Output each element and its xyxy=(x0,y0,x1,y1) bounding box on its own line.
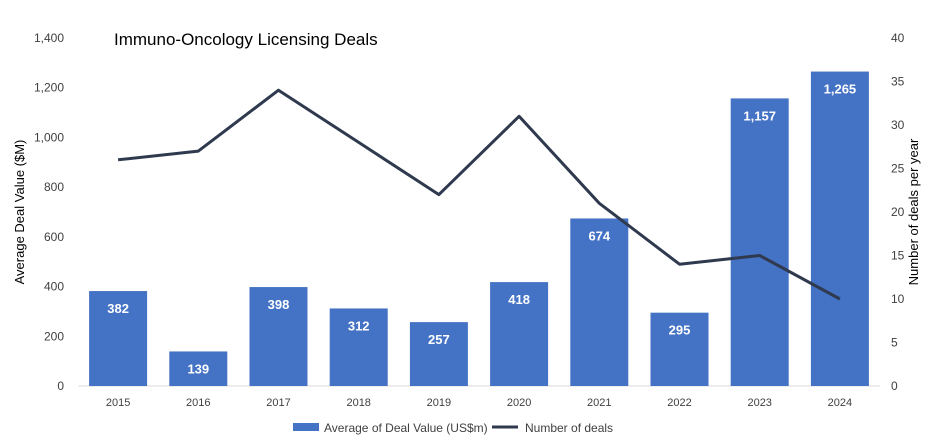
bar-value-label: 674 xyxy=(588,228,610,243)
x-axis-tick-label: 2015 xyxy=(106,397,130,409)
legend-bar-swatch xyxy=(293,423,319,431)
left-axis-tick-label: 1,200 xyxy=(34,81,64,95)
bar-value-label: 257 xyxy=(428,332,450,347)
bar-2022 xyxy=(650,312,709,386)
legend-bar-label: Average of Deal Value (US$m) xyxy=(324,421,488,435)
bar-value-label: 398 xyxy=(268,297,290,312)
bar-2015 xyxy=(89,291,148,386)
x-axis-tick-label: 2020 xyxy=(507,397,531,409)
right-axis-tick-label: 35 xyxy=(891,75,905,89)
chart-title: Immuno-Oncology Licensing Deals xyxy=(114,30,378,49)
left-axis-tick-label: 800 xyxy=(44,180,64,194)
x-axis-tick-label: 2016 xyxy=(186,397,210,409)
bar-2019 xyxy=(409,322,468,386)
left-axis-tick-label: 400 xyxy=(44,280,64,294)
bar-value-label: 1,265 xyxy=(824,82,857,97)
left-axis-tick-label: 600 xyxy=(44,230,64,244)
right-axis-tick-label: 15 xyxy=(891,249,905,263)
right-axis-title: Number of deals per year xyxy=(906,138,921,285)
x-axis-tick-label: 2022 xyxy=(667,397,691,409)
right-axis-tick-label: 10 xyxy=(891,292,905,306)
x-axis-ticks: 2015 2016 2017 2018 2019 2020 2021 2022 2023 2024 xyxy=(106,397,852,409)
bar-2023 xyxy=(730,98,789,386)
legend: Average of Deal Value (US$m) Number of d… xyxy=(293,421,613,435)
right-axis-ticks: 0 5 10 15 20 25 30 35 40 xyxy=(891,31,905,393)
left-axis-tick-label: 1,400 xyxy=(34,31,64,45)
left-axis-tick-label: 200 xyxy=(44,329,64,343)
x-axis-tick-label: 2024 xyxy=(828,397,852,409)
bar-2024 xyxy=(810,71,869,387)
right-axis-tick-label: 5 xyxy=(891,336,898,350)
x-axis-tick-label: 2018 xyxy=(346,397,370,409)
left-axis-ticks: 0 200 400 600 800 1,000 1,200 1,400 xyxy=(34,31,64,393)
right-axis-tick-label: 40 xyxy=(891,31,905,45)
bar-2018 xyxy=(329,308,388,386)
bar-value-label: 418 xyxy=(508,292,530,307)
x-axis-tick-label: 2019 xyxy=(427,397,451,409)
left-axis-tick-label: 0 xyxy=(57,379,64,393)
bar-value-label: 312 xyxy=(348,318,370,333)
right-axis-tick-label: 30 xyxy=(891,118,905,132)
bar-value-label: 382 xyxy=(107,301,129,316)
legend-line-label: Number of deals xyxy=(525,421,613,435)
bar-value-label: 1,157 xyxy=(743,108,776,123)
left-axis-tick-label: 1,000 xyxy=(34,130,64,144)
x-axis-tick-label: 2017 xyxy=(266,397,290,409)
bar-series xyxy=(89,71,869,387)
bar-value-label: 295 xyxy=(669,323,691,338)
x-axis-tick-label: 2023 xyxy=(747,397,771,409)
right-axis-tick-label: 0 xyxy=(891,379,898,393)
x-axis-tick-label: 2021 xyxy=(587,397,611,409)
right-axis-tick-label: 20 xyxy=(891,205,905,219)
bar-value-label: 139 xyxy=(187,361,209,376)
bar-2020 xyxy=(490,282,549,386)
bar-2021 xyxy=(570,218,629,386)
right-axis-tick-label: 25 xyxy=(891,162,905,176)
bar-2016 xyxy=(169,351,228,386)
deals-line xyxy=(117,88,841,301)
left-axis-title: Average Deal Value ($M) xyxy=(12,140,27,285)
bar-2017 xyxy=(249,287,308,386)
bar-data-labels: 382 139 398 312 257 418 674 295 1,157 1,265 xyxy=(107,82,856,377)
